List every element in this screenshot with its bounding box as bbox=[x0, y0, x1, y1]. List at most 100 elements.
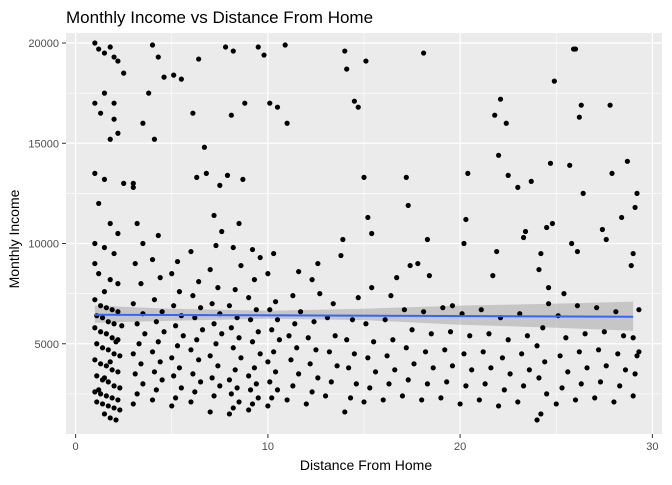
data-point bbox=[119, 323, 125, 329]
data-point bbox=[209, 375, 215, 381]
data-point bbox=[317, 291, 323, 297]
data-point bbox=[505, 172, 511, 178]
data-point bbox=[171, 72, 177, 78]
data-point bbox=[634, 190, 640, 196]
data-point bbox=[92, 40, 98, 46]
data-point bbox=[547, 160, 554, 166]
data-point bbox=[226, 377, 233, 383]
data-point bbox=[332, 333, 338, 339]
data-point bbox=[190, 371, 196, 377]
data-point bbox=[624, 158, 630, 164]
data-point bbox=[115, 230, 121, 237]
data-point bbox=[172, 395, 179, 401]
data-point bbox=[551, 78, 557, 84]
data-point bbox=[636, 307, 642, 313]
data-point bbox=[99, 315, 106, 321]
data-point bbox=[196, 357, 202, 363]
data-point bbox=[365, 355, 371, 361]
data-point bbox=[121, 180, 127, 186]
data-point bbox=[109, 307, 115, 313]
data-point bbox=[246, 295, 252, 301]
y-axis-title: Monthly Income bbox=[6, 189, 22, 288]
data-point bbox=[580, 190, 586, 196]
y-tick-label: 10000 bbox=[28, 239, 59, 251]
data-point bbox=[407, 262, 413, 269]
data-point bbox=[117, 353, 123, 359]
data-point bbox=[421, 309, 427, 315]
data-point bbox=[288, 357, 294, 363]
data-point bbox=[101, 375, 108, 381]
data-point bbox=[392, 367, 398, 373]
data-point bbox=[388, 293, 394, 299]
x-tick-label: 0 bbox=[73, 441, 79, 453]
data-point bbox=[111, 405, 117, 411]
data-point bbox=[369, 285, 375, 291]
data-point bbox=[209, 301, 215, 307]
data-point bbox=[507, 371, 513, 377]
data-point bbox=[594, 305, 600, 311]
data-point bbox=[201, 144, 208, 150]
data-point bbox=[544, 224, 550, 231]
data-point bbox=[207, 409, 213, 415]
data-point bbox=[322, 393, 329, 399]
data-point bbox=[284, 120, 290, 126]
data-point bbox=[463, 383, 469, 389]
data-point bbox=[353, 381, 359, 387]
data-point bbox=[576, 114, 582, 120]
data-point bbox=[111, 321, 117, 327]
data-point bbox=[563, 335, 569, 341]
data-point bbox=[534, 343, 540, 349]
data-point bbox=[99, 401, 106, 407]
data-point bbox=[326, 349, 332, 355]
data-point bbox=[534, 417, 540, 423]
data-point bbox=[486, 331, 492, 337]
data-point bbox=[574, 248, 581, 255]
data-point bbox=[351, 98, 357, 104]
data-point bbox=[207, 353, 213, 359]
data-point bbox=[265, 359, 271, 365]
data-point bbox=[107, 359, 113, 365]
data-point bbox=[94, 399, 100, 405]
data-point bbox=[520, 234, 527, 241]
data-point bbox=[157, 359, 163, 365]
data-point bbox=[444, 379, 450, 385]
data-point bbox=[101, 411, 108, 417]
data-point bbox=[490, 273, 496, 279]
data-point bbox=[344, 66, 350, 72]
data-point bbox=[247, 317, 254, 323]
data-point bbox=[603, 236, 609, 243]
data-point bbox=[230, 48, 236, 54]
data-point bbox=[111, 54, 117, 60]
data-point bbox=[617, 383, 623, 389]
data-point bbox=[92, 260, 98, 267]
data-point bbox=[284, 397, 290, 403]
data-point bbox=[545, 285, 552, 291]
data-point bbox=[228, 325, 234, 331]
data-point bbox=[176, 289, 183, 295]
data-point bbox=[542, 359, 548, 365]
data-point bbox=[111, 351, 117, 357]
data-point bbox=[309, 277, 315, 283]
data-point bbox=[151, 297, 158, 303]
data-point bbox=[190, 110, 196, 116]
data-point bbox=[632, 204, 638, 211]
data-point bbox=[130, 180, 136, 186]
data-point bbox=[271, 349, 277, 355]
data-point bbox=[115, 369, 121, 375]
data-point bbox=[405, 202, 411, 209]
data-point bbox=[194, 174, 200, 180]
data-point bbox=[274, 317, 281, 323]
data-point bbox=[636, 349, 642, 355]
x-tick-label: 10 bbox=[262, 441, 274, 453]
data-point bbox=[247, 387, 254, 393]
data-point bbox=[488, 365, 494, 371]
data-point bbox=[565, 369, 571, 375]
data-point bbox=[236, 220, 242, 227]
data-point bbox=[386, 381, 392, 387]
data-point bbox=[344, 337, 350, 343]
data-point bbox=[561, 291, 567, 297]
data-point bbox=[99, 345, 106, 351]
data-point bbox=[272, 299, 279, 305]
data-point bbox=[105, 379, 111, 385]
